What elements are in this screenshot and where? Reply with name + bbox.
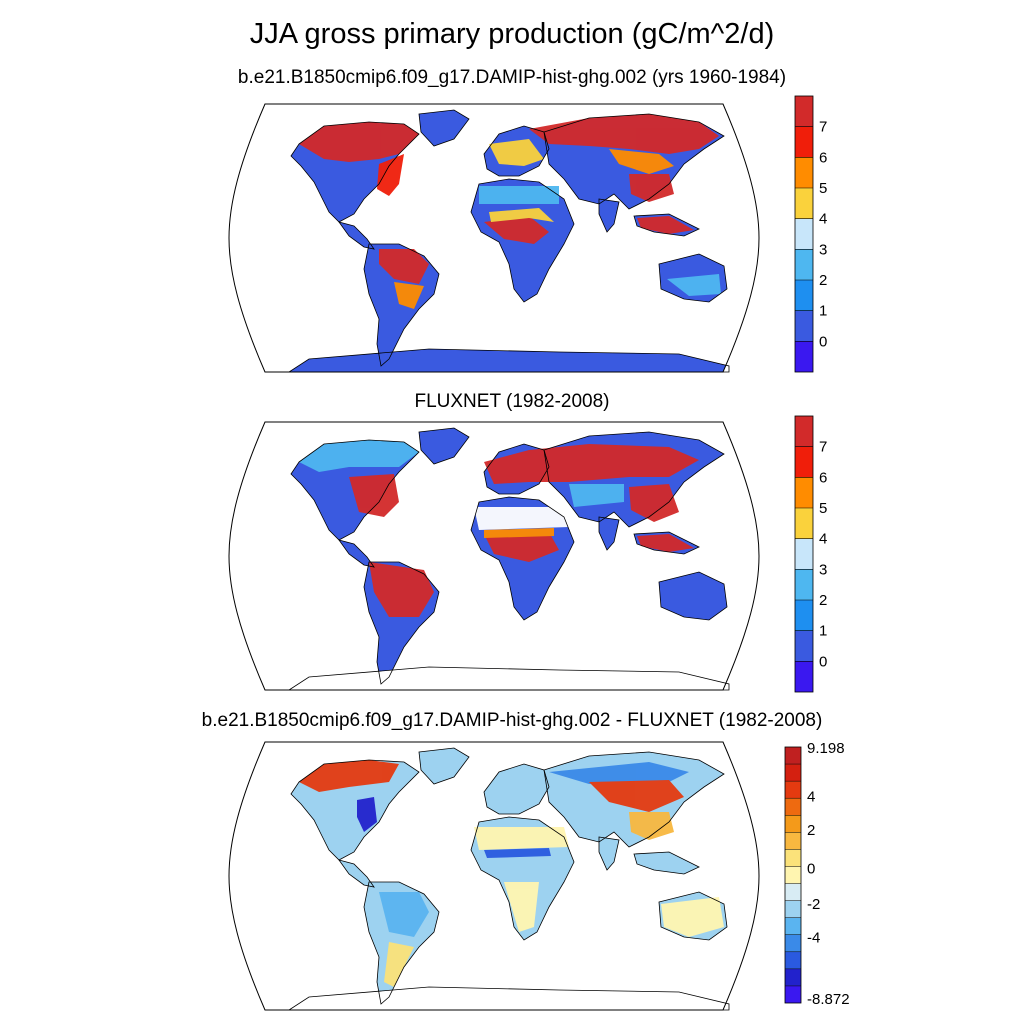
colorbar-cell [795,218,813,250]
colorbar-cell [785,815,801,833]
colorbar-tick-label: 4 [819,531,827,548]
colorbar-diff: 9.198 4 2 0 -2 -4 -8.872 [784,740,850,1008]
colorbar-tick-label: 1 [819,623,827,640]
colorbar-cell [795,126,813,158]
colorbar-cell [795,280,813,311]
map-panel-obs [228,421,760,691]
colorbar-tick-label: 3 [819,561,827,578]
colorbar-cell [785,951,801,969]
colorbar-tick-label: 0 [819,653,827,670]
colorbar-tick-label: 5 [819,180,827,197]
colorbar-cell [785,968,801,986]
colorbar-cell [795,630,813,662]
colorbar-tick-label: 7 [819,439,827,456]
colorbar-tick-label: 4 [819,211,827,228]
colorbar-tick-label: 2 [819,592,827,609]
colorbar-tick-label: 1 [819,303,827,320]
colorbar-cell [785,798,801,816]
colorbar-tick-label: 3 [819,241,827,258]
colorbar-tick-label: 0 [819,333,827,350]
colorbar-cell [795,416,813,447]
colorbar-cell [785,832,801,850]
panel-title-obs: FLUXNET (1982-2008) [414,391,610,412]
map-panel-model [228,103,760,373]
colorbar-cell [795,96,813,127]
colorbar-cell [785,917,801,935]
colorbar-obs: 0 1 2 3 4 5 6 7 [794,415,827,693]
colorbar-cell [795,188,813,219]
colorbar-tick-label: 2 [819,272,827,289]
colorbar-tick-label: 5 [819,500,827,517]
main-title: JJA gross primary production (gC/m^2/d) [249,18,775,50]
colorbar-cell [795,249,813,280]
colorbar-cell [795,477,813,508]
colorbar-cell [785,849,801,867]
colorbar-cell [795,538,813,570]
colorbar-cell [795,446,813,478]
panel-title-model: b.e21.B1850cmip6.f09_g17.DAMIP-hist-ghg.… [237,67,787,88]
colorbar-cell [785,866,801,884]
colorbar-cell [785,747,801,765]
colorbar-cell [795,157,813,188]
colorbar-tick-label: -4 [807,929,820,946]
colorbar-cell [795,569,813,600]
colorbar-tick-label: 6 [819,149,827,166]
colorbar-model: 0 1 2 3 4 5 6 7 [794,95,827,373]
colorbar-cell [785,934,801,952]
panel-title-diff: b.e21.B1850cmip6.f09_g17.DAMIP-hist-ghg.… [201,710,823,731]
colorbar-cell [795,341,813,372]
colorbar-cell [785,764,801,782]
colorbar-cell [785,900,801,918]
colorbar-cell [795,600,813,631]
colorbar-cell [785,883,801,901]
colorbar-tick-label: 2 [807,822,815,839]
colorbar-cell [795,508,813,539]
colorbar-tick-label: -8.872 [807,991,850,1008]
colorbar-cell [785,781,801,799]
colorbar-tick-label: 6 [819,469,827,486]
colorbar-tick-label: 4 [807,789,815,806]
colorbar-tick-label: 7 [819,119,827,136]
colorbar-tick-label: -2 [807,896,820,913]
map-panel-diff [228,741,760,1011]
colorbar-tick-label: 9.198 [807,740,845,757]
colorbar-cell [785,985,801,1003]
colorbar-tick-label: 0 [807,860,815,877]
colorbar-cell [795,310,813,342]
colorbar-cell [795,661,813,692]
